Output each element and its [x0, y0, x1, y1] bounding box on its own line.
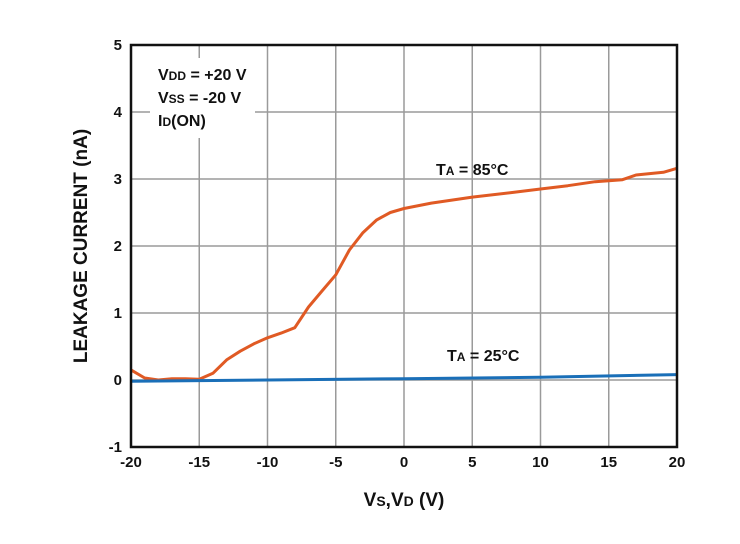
condition-id: ID(ON): [158, 113, 206, 130]
x-axis-label: VS,VD (V): [364, 490, 445, 511]
y-axis-label: LEAKAGE CURRENT (nA): [71, 129, 92, 363]
series-line-1: [130, 373, 678, 383]
x-tick-label: -20: [120, 454, 142, 471]
y-tick-label: 0: [114, 372, 122, 389]
x-tick-label: 5: [468, 454, 476, 471]
series-group: [130, 166, 678, 383]
x-tick-label: 0: [400, 454, 408, 471]
x-tick-label: 20: [669, 454, 686, 471]
condition-vdd: VDD = +20 V: [158, 67, 247, 84]
series-label-85c: TA = 85°C: [436, 162, 509, 179]
y-tick-label: -1: [109, 439, 122, 456]
condition-vss: VSS = -20 V: [158, 90, 241, 107]
series-label-25c: TA = 25°C: [447, 348, 520, 365]
plot-frame: [129, 43, 679, 449]
x-tick-label: -15: [188, 454, 210, 471]
y-tick-label: 5: [114, 37, 122, 54]
y-tick-label: 2: [114, 238, 122, 255]
conditions-box: [150, 58, 255, 138]
y-tick-label: 4: [114, 104, 123, 121]
x-tick-label: 15: [600, 454, 617, 471]
y-tick-label: 1: [114, 305, 122, 322]
x-tick-label: 10: [532, 454, 549, 471]
x-tick-label: -10: [257, 454, 279, 471]
x-tick-label: -5: [329, 454, 342, 471]
y-tick-label: 3: [114, 171, 122, 188]
